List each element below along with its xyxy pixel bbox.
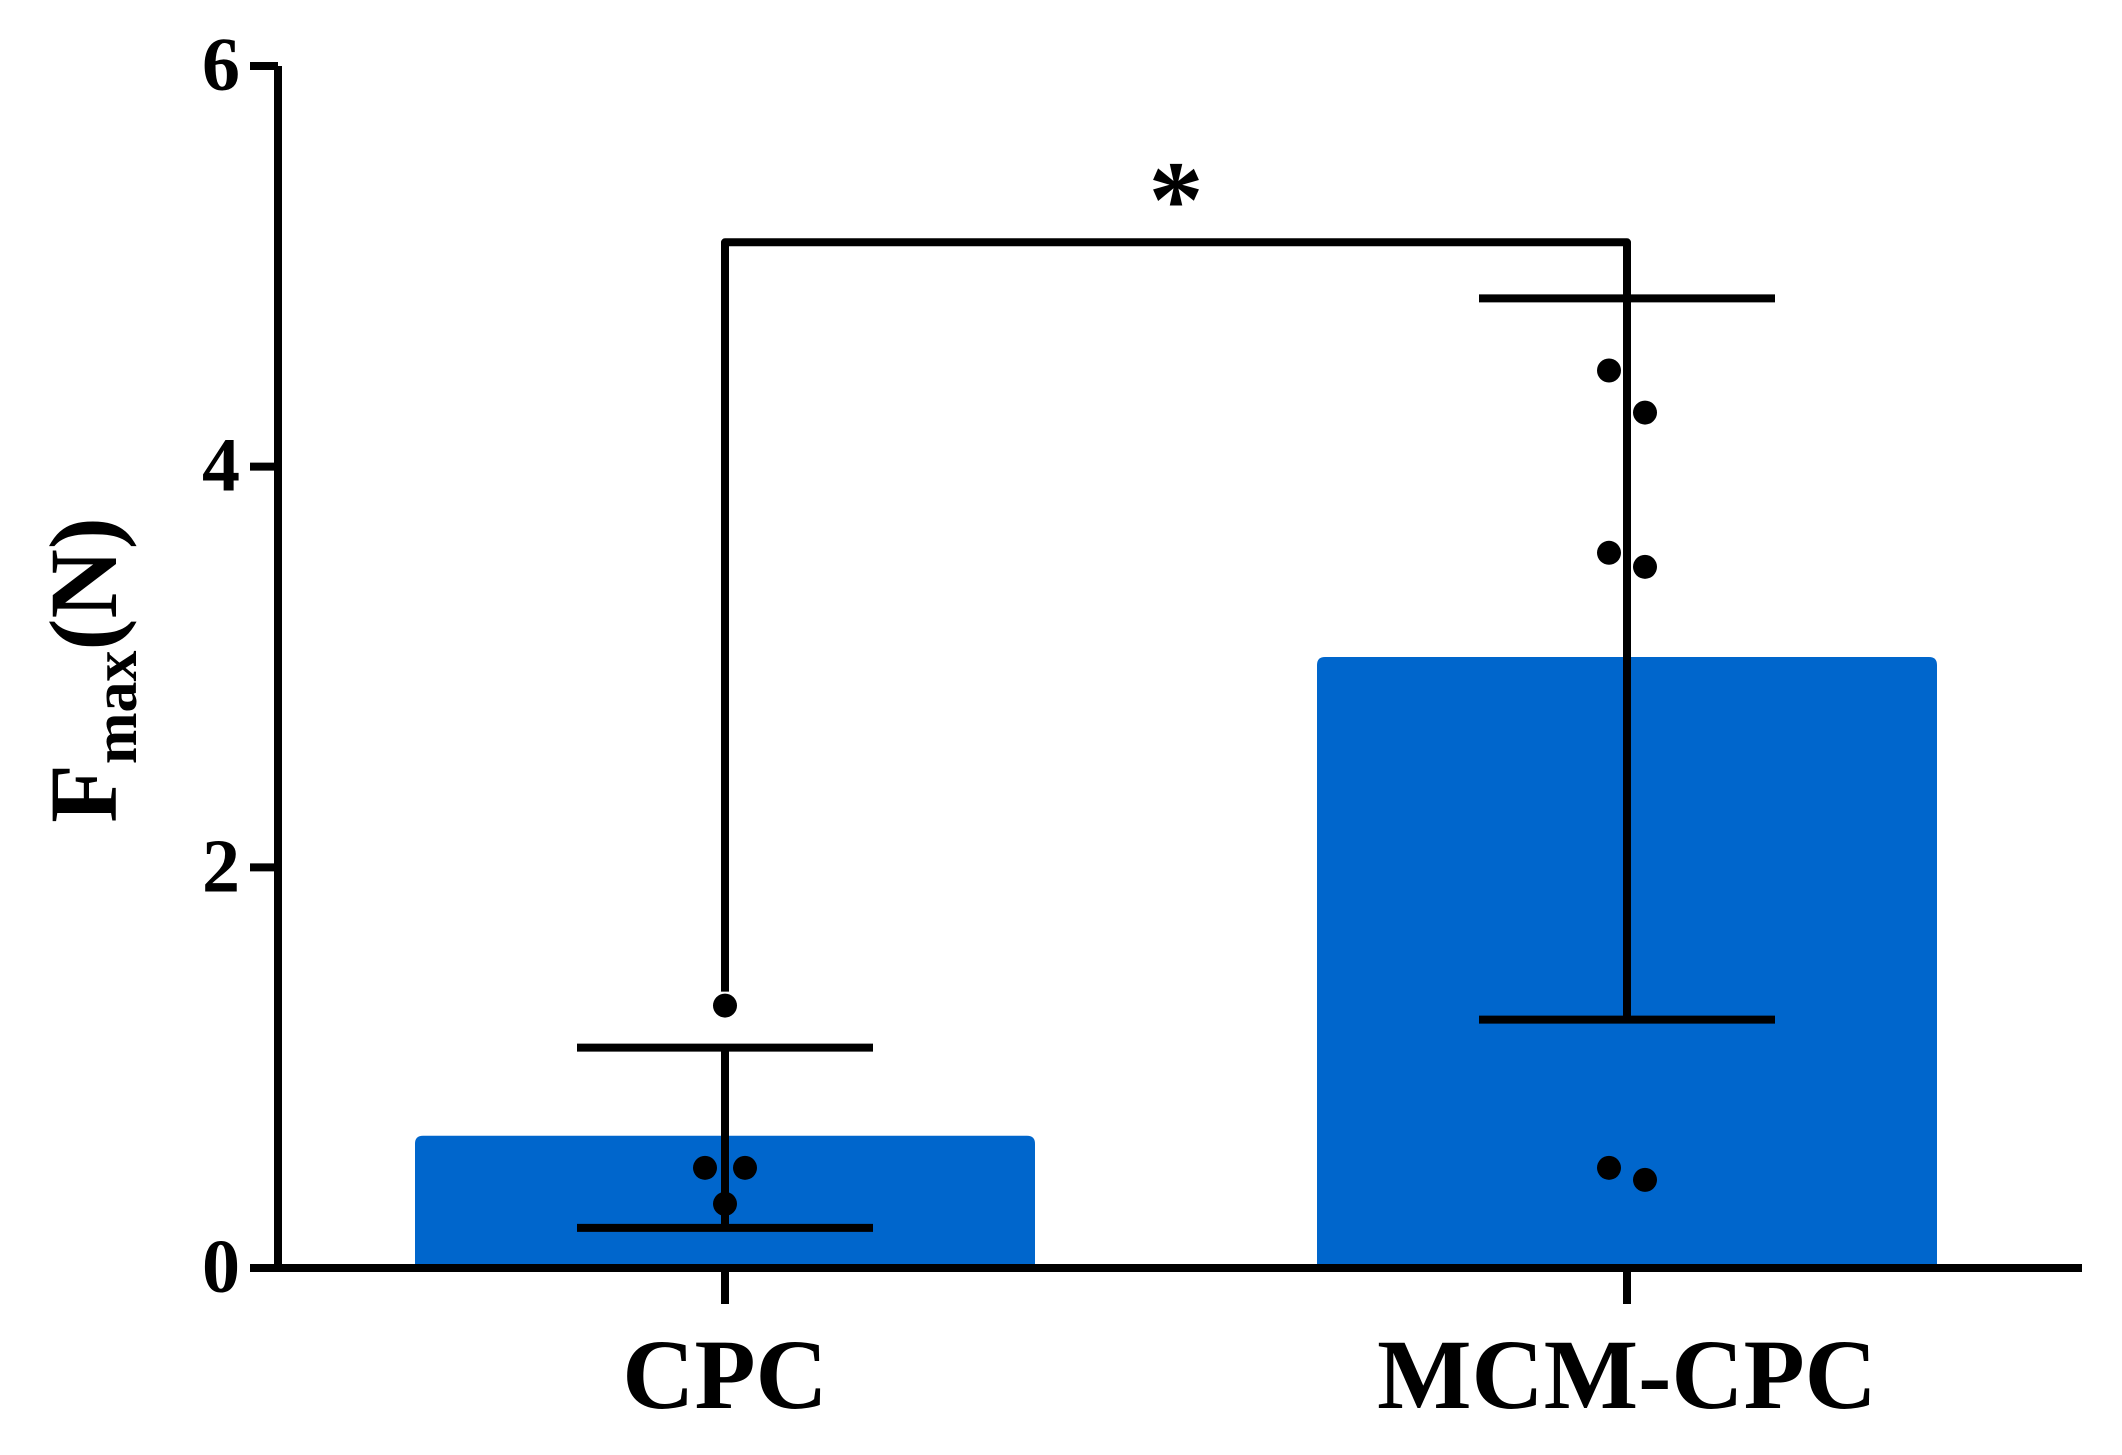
significance-bracket: [721, 238, 1631, 992]
data-point-cpc: [713, 1191, 737, 1216]
data-points-layer: [693, 358, 1657, 1216]
data-point-mcm-cpc: [1597, 1155, 1621, 1180]
data-point-mcm-cpc: [1633, 554, 1657, 579]
y-axis-label: Fmax(N): [30, 517, 150, 823]
x-tick-label-cpc: CPC: [622, 1319, 828, 1430]
data-point-cpc: [693, 1155, 717, 1180]
labels-layer: 0 2 4 6 CPC MCM-CPC Fmax(N) *: [30, 23, 1877, 1430]
significance-layer: [721, 238, 1631, 992]
data-point-mcm-cpc: [1597, 540, 1621, 565]
y-tick-label: 2: [202, 824, 240, 908]
x-tick-label-mcm-cpc: MCM-CPC: [1377, 1319, 1877, 1430]
data-point-cpc: [713, 993, 737, 1018]
y-tick-label: 6: [202, 23, 240, 107]
axes-layer: [250, 62, 2082, 1304]
data-point-mcm-cpc: [1633, 400, 1657, 425]
data-point-cpc: [733, 1155, 757, 1180]
data-point-mcm-cpc: [1633, 1167, 1657, 1192]
y-axis-label-main: F: [30, 764, 137, 823]
y-axis-label-unit: (N): [30, 517, 137, 650]
bars-layer: [415, 656, 1937, 1268]
significance-label: *: [1149, 138, 1204, 260]
y-tick-label: 0: [202, 1225, 240, 1309]
y-axis-label-subscript: max: [82, 650, 150, 764]
y-tick-label: 4: [202, 424, 240, 508]
error-bars-layer: [577, 294, 1775, 1232]
data-point-mcm-cpc: [1597, 358, 1621, 383]
